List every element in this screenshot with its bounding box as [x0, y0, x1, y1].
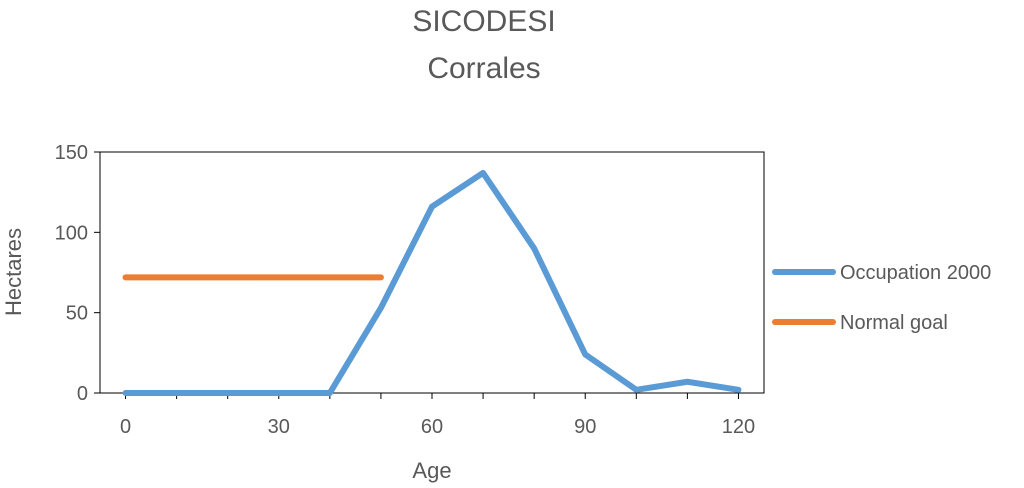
legend-label: Occupation 2000 [840, 262, 991, 284]
x-tick-label: 90 [574, 416, 596, 438]
legend: Occupation 2000 Normal goal [772, 262, 991, 334]
chart-title: SICODESI [412, 5, 555, 38]
chart-subtitle: Corrales [427, 52, 540, 85]
y-axis-title: Hectares [1, 228, 26, 316]
x-axis-title: Age [412, 458, 451, 483]
y-tick-label: 150 [55, 142, 88, 164]
y-tick-label: 0 [77, 383, 88, 405]
x-tick-label: 0 [120, 416, 131, 438]
y-tick-label: 100 [55, 222, 88, 244]
legend-label: Normal goal [840, 312, 948, 334]
x-tick-label: 30 [268, 416, 290, 438]
x-axis-ticks: 0 30 60 90 120 [120, 393, 755, 438]
series-line-0 [122, 169, 742, 396]
x-tick-label: 120 [722, 416, 755, 438]
plot-area [99, 151, 765, 394]
y-axis-ticks: 0 50 100 150 [55, 142, 100, 405]
series-layer [122, 169, 742, 396]
x-tick-label: 60 [421, 416, 443, 438]
y-tick-label: 50 [66, 303, 88, 325]
